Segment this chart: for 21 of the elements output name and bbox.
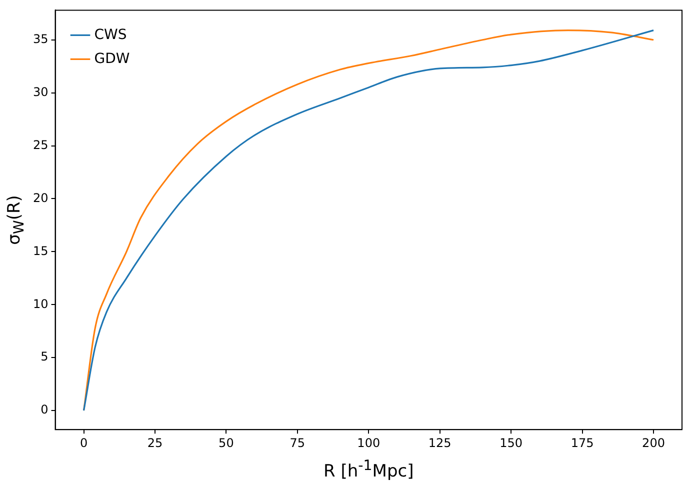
- legend-label: GDW: [94, 50, 130, 67]
- x-tick-label: 150: [500, 436, 523, 450]
- y-tick-label: 10: [32, 296, 48, 311]
- y-tick-label: 35: [32, 32, 48, 46]
- x-tick-label: 125: [428, 436, 452, 450]
- x-tick-label: 50: [218, 436, 234, 450]
- y-tick-label: 15: [32, 244, 48, 258]
- y-tick-label: 30: [32, 84, 48, 99]
- x-tick-label: 100: [357, 436, 380, 450]
- x-tick-label: 75: [290, 436, 306, 450]
- x-axis-title: R [h$^{-1}$Mpc]: [324, 458, 414, 482]
- line-series: [82, 30, 654, 412]
- y-tick-label: 5: [40, 350, 48, 364]
- x-tick-label: 200: [642, 436, 665, 450]
- x-tick-label: 0: [80, 436, 88, 450]
- x-tick-label: 25: [147, 436, 163, 450]
- y-tick-label: 25: [32, 138, 48, 152]
- y-tick-label: 20: [32, 190, 48, 205]
- y-tick-label: 0: [40, 402, 48, 417]
- x-tick-label: 175: [570, 436, 594, 450]
- legend-label: CWS: [94, 26, 127, 43]
